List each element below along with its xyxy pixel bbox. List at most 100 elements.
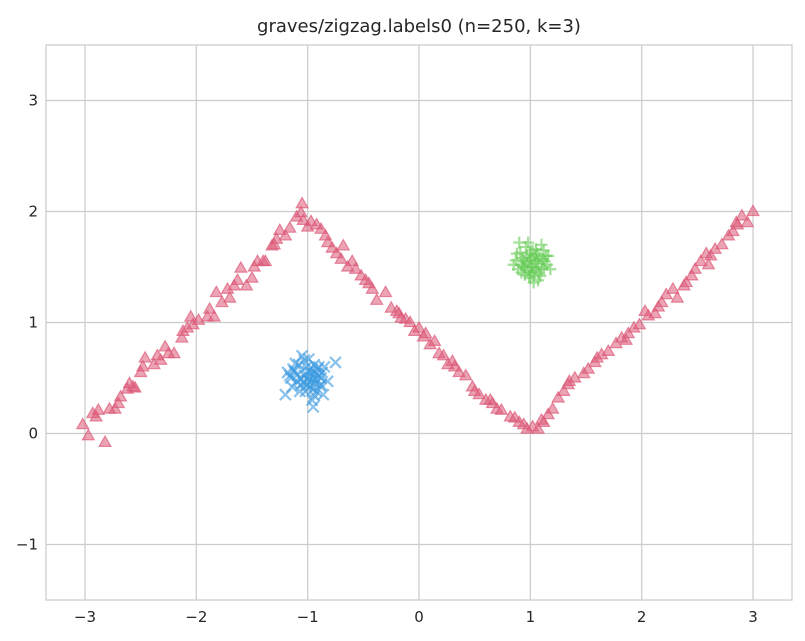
triangle-point (245, 270, 259, 283)
triangle-point (534, 412, 549, 425)
x-tick-label: 3 (748, 608, 758, 626)
x-point (283, 369, 297, 383)
triangle-point (561, 377, 576, 390)
triangle-point (648, 306, 662, 319)
triangle-point (258, 254, 273, 267)
triangle-point (176, 323, 190, 337)
triangle-point (150, 348, 165, 361)
triangle-point (345, 254, 360, 267)
triangle-point (289, 209, 304, 222)
triangle-point (714, 237, 729, 250)
triangle-point (545, 401, 560, 414)
triangle-point (122, 376, 137, 389)
triangle-point (81, 428, 96, 441)
triangle-point (269, 231, 284, 244)
triangle-point (670, 290, 685, 303)
plus-point (514, 246, 527, 259)
triangle-point (392, 306, 406, 319)
triangle-point (703, 248, 718, 261)
triangle-point (590, 350, 605, 363)
series-2-plus-points (507, 236, 557, 289)
triangle-point (556, 383, 571, 396)
triangle-point (693, 254, 708, 267)
plus-point (515, 258, 528, 271)
triangle-point (651, 299, 666, 312)
plus-point (532, 274, 545, 287)
y-tick-label: 1 (28, 314, 38, 332)
triangle-point (378, 285, 393, 298)
triangle-point (365, 281, 380, 294)
x-point (308, 389, 321, 403)
triangle-point (138, 350, 153, 363)
x-point (315, 366, 329, 379)
triangle-point (467, 383, 482, 396)
triangle-point (729, 215, 744, 228)
triangle-point (746, 204, 760, 217)
triangle-point (581, 361, 596, 374)
x-point (302, 370, 316, 384)
triangle-point (295, 196, 310, 209)
x-tick-label: −1 (297, 608, 319, 626)
triangle-point (111, 396, 126, 409)
triangle-point (191, 312, 206, 325)
triangle-point (75, 417, 90, 430)
triangle-point (336, 238, 351, 251)
triangle-point (418, 326, 433, 339)
triangle-point (601, 343, 616, 356)
x-point (306, 400, 320, 414)
y-tick-label: 0 (28, 425, 38, 443)
triangle-point (98, 434, 112, 448)
triangle-point (174, 330, 189, 343)
plot-area (45, 44, 793, 601)
x-point (286, 362, 300, 376)
triangle-point (135, 359, 150, 372)
triangle-point (348, 261, 363, 274)
triangle-point (458, 368, 473, 381)
triangle-point (688, 261, 703, 274)
triangle-point (531, 421, 546, 434)
triangle-point (167, 346, 181, 359)
triangle-point (202, 301, 217, 314)
series-0-triangle-points (75, 196, 760, 448)
triangle-point (230, 272, 245, 285)
plus-point (518, 268, 531, 281)
triangle-point (494, 402, 509, 415)
x-point (305, 362, 319, 376)
triangle-point (222, 290, 237, 303)
triangle-point (300, 219, 315, 232)
plus-point (517, 261, 530, 273)
triangle-point (427, 333, 442, 346)
triangle-point (485, 396, 500, 409)
y-tick-label: 2 (28, 203, 38, 221)
chart-title: graves/zigzag.labels0 (n=250, k=3) (257, 16, 581, 37)
triangle-point (320, 235, 335, 248)
x-point (321, 375, 334, 388)
grid-layer (46, 45, 792, 600)
plus-point (522, 236, 535, 249)
x-tick-label: 0 (414, 608, 424, 626)
triangle-point (412, 320, 426, 333)
y-tick-label: 3 (28, 92, 38, 110)
triangle-point (113, 389, 128, 402)
triangle-point (282, 220, 297, 233)
plus-point (533, 252, 546, 265)
triangle-point (403, 315, 418, 328)
x-tick-label: −2 (185, 608, 207, 626)
triangle-point (740, 215, 755, 228)
triangle-point (207, 309, 222, 322)
triangle-point (701, 257, 716, 270)
series-1-x-points (279, 349, 342, 414)
x-tick-label: −3 (74, 608, 96, 626)
triangle-point (726, 224, 740, 237)
plus-point (542, 249, 555, 262)
triangle-point (436, 348, 451, 361)
triangle-point (632, 317, 647, 330)
triangle-point (452, 365, 467, 378)
triangle-point (233, 260, 248, 273)
triangle-point (679, 275, 694, 288)
triangle-point (665, 281, 680, 294)
triangle-point (734, 208, 749, 221)
triangle-point (516, 417, 531, 430)
triangle-point (209, 285, 224, 298)
